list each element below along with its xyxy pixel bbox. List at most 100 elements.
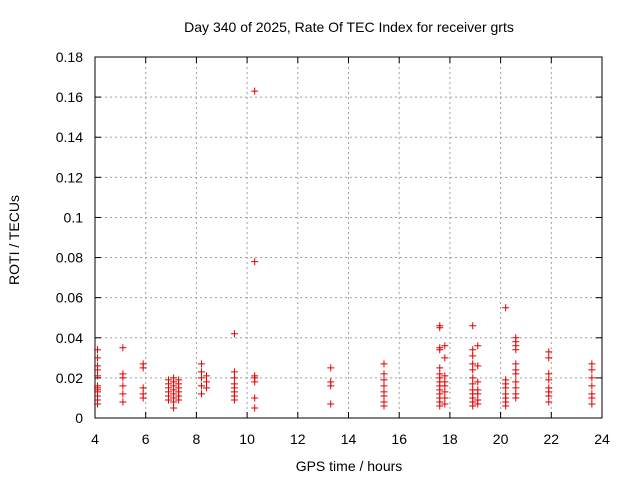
data-point bbox=[380, 360, 388, 368]
data-point bbox=[197, 382, 205, 390]
data-point bbox=[170, 404, 178, 412]
data-point bbox=[139, 384, 147, 392]
data-point bbox=[197, 390, 205, 398]
data-point bbox=[474, 342, 482, 350]
y-tick-label: 0.08 bbox=[56, 250, 83, 266]
data-point bbox=[119, 374, 127, 382]
data-point bbox=[474, 378, 482, 386]
data-point bbox=[175, 396, 183, 404]
data-point bbox=[545, 354, 553, 362]
data-point bbox=[512, 384, 520, 392]
data-point bbox=[230, 368, 238, 376]
data-point bbox=[251, 378, 259, 386]
y-tick-label: 0.04 bbox=[56, 330, 83, 346]
data-point bbox=[94, 354, 102, 362]
x-tick-label: 18 bbox=[442, 431, 458, 447]
data-point bbox=[94, 366, 102, 374]
data-point bbox=[469, 352, 477, 360]
data-point bbox=[441, 372, 449, 380]
x-tick-label: 10 bbox=[239, 431, 255, 447]
data-point bbox=[469, 322, 477, 330]
data-point bbox=[380, 370, 388, 378]
data-point bbox=[469, 360, 477, 368]
data-point bbox=[512, 370, 520, 378]
data-point bbox=[230, 330, 238, 338]
data-point bbox=[170, 398, 178, 406]
data-point bbox=[197, 368, 205, 376]
data-point bbox=[94, 400, 102, 408]
data-point bbox=[119, 344, 127, 352]
data-point bbox=[588, 374, 596, 382]
data-point bbox=[139, 394, 147, 402]
data-point bbox=[203, 378, 211, 386]
data-point bbox=[441, 382, 449, 390]
data-point bbox=[380, 392, 388, 400]
data-point bbox=[251, 87, 259, 95]
x-tick-label: 12 bbox=[290, 431, 306, 447]
data-point bbox=[436, 402, 444, 410]
data-point bbox=[588, 366, 596, 374]
data-point bbox=[436, 364, 444, 372]
y-tick-label: 0 bbox=[75, 410, 83, 426]
y-tick-label: 0.18 bbox=[56, 49, 83, 65]
data-point bbox=[588, 360, 596, 368]
data-point bbox=[230, 396, 238, 404]
data-point bbox=[545, 370, 553, 378]
data-point bbox=[441, 394, 449, 402]
data-point bbox=[251, 394, 259, 402]
data-point bbox=[119, 398, 127, 406]
data-point bbox=[469, 346, 477, 354]
data-point bbox=[588, 382, 596, 390]
y-axis: 0 0.02 0.04 0.06 0.08 0.1 0.12 0.14 0.16 0.18 bbox=[56, 49, 602, 426]
data-point bbox=[327, 364, 335, 372]
data-point bbox=[588, 394, 596, 402]
data-point bbox=[502, 402, 510, 410]
x-axis-label: GPS time / hours bbox=[296, 458, 403, 474]
chart-title: Day 340 of 2025, Rate Of TEC Index for r… bbox=[184, 19, 514, 35]
data-point bbox=[380, 402, 388, 410]
y-tick-label: 0.06 bbox=[56, 290, 83, 306]
data-point bbox=[197, 360, 205, 368]
data-point bbox=[502, 384, 510, 392]
data-point bbox=[588, 400, 596, 408]
y-axis-label: ROTI / TECUs bbox=[6, 195, 22, 285]
y-tick-label: 0.14 bbox=[56, 129, 83, 145]
data-point bbox=[441, 342, 449, 350]
x-tick-label: 22 bbox=[544, 431, 560, 447]
data-point bbox=[139, 364, 147, 372]
data-point bbox=[502, 304, 510, 312]
data-point bbox=[230, 374, 238, 382]
data-point bbox=[512, 394, 520, 402]
data-point bbox=[436, 346, 444, 354]
data-point bbox=[251, 404, 259, 412]
data-point bbox=[251, 258, 259, 266]
y-tick-label: 0.1 bbox=[64, 209, 84, 225]
data-point bbox=[203, 384, 211, 392]
data-point bbox=[327, 382, 335, 390]
data-points bbox=[94, 87, 596, 412]
data-point bbox=[441, 354, 449, 362]
grid bbox=[95, 57, 602, 418]
x-tick-label: 24 bbox=[594, 431, 610, 447]
y-tick-label: 0.12 bbox=[56, 169, 83, 185]
x-tick-label: 4 bbox=[91, 431, 99, 447]
x-tick-label: 20 bbox=[493, 431, 509, 447]
data-point bbox=[327, 400, 335, 408]
x-tick-label: 14 bbox=[341, 431, 357, 447]
data-point bbox=[512, 360, 520, 368]
data-point bbox=[197, 374, 205, 382]
data-point bbox=[474, 390, 482, 398]
x-tick-label: 16 bbox=[391, 431, 407, 447]
data-point bbox=[469, 402, 477, 410]
y-tick-label: 0.02 bbox=[56, 370, 83, 386]
data-point bbox=[512, 378, 520, 386]
data-point bbox=[545, 392, 553, 400]
data-point bbox=[545, 398, 553, 406]
data-point bbox=[94, 372, 102, 380]
data-point bbox=[119, 382, 127, 390]
data-point bbox=[545, 348, 553, 356]
data-point bbox=[512, 346, 520, 354]
data-point bbox=[441, 400, 449, 408]
x-tick-label: 8 bbox=[193, 431, 201, 447]
data-point bbox=[545, 376, 553, 384]
